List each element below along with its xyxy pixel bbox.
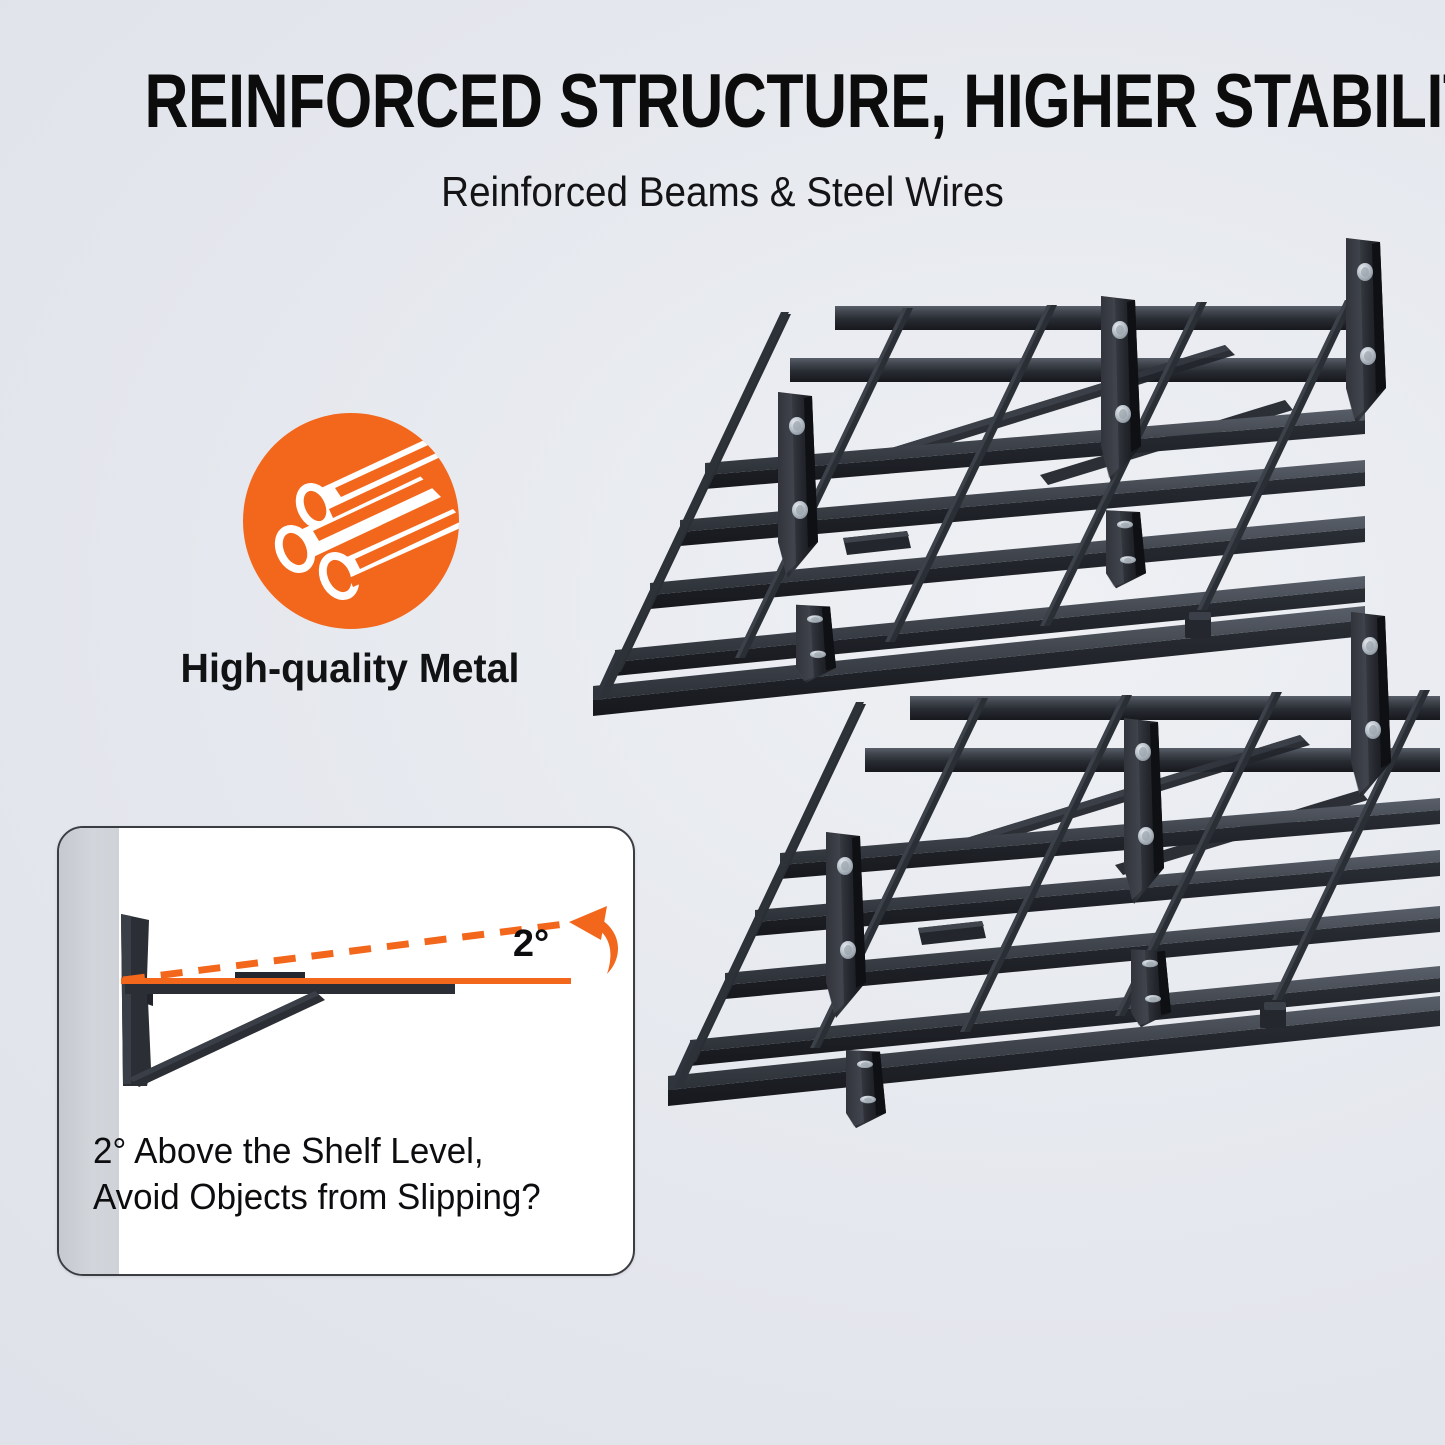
caption-line-1: 2° Above the Shelf Level, — [93, 1130, 484, 1171]
angle-diagram-panel: 2° 2° Above the Shelf Level, Avoid Objec… — [57, 826, 635, 1276]
shelf-angle-diagram: 2° — [121, 906, 619, 1087]
bracket-post — [121, 914, 153, 1086]
caption-line-2: Avoid Objects from Slipping? — [93, 1176, 541, 1217]
curved-up-arrow-icon — [569, 906, 619, 974]
rack-upper — [593, 238, 1386, 716]
feature-label: High-quality Metal — [180, 645, 520, 691]
shelf-level-line — [121, 978, 571, 984]
tilt-angle-line — [122, 920, 566, 984]
support-strut — [129, 991, 325, 1087]
page-title: REINFORCED STRUCTURE, HIGHER STABILITY — [144, 59, 1445, 144]
angle-value-label: 2° — [513, 923, 549, 965]
page-subtitle: Reinforced Beams & Steel Wires — [441, 168, 1004, 215]
metal-tubes-icon — [243, 413, 459, 629]
wall-surface — [59, 828, 119, 1274]
angle-panel-caption: 2° Above the Shelf Level, Avoid Objects … — [93, 1128, 597, 1220]
